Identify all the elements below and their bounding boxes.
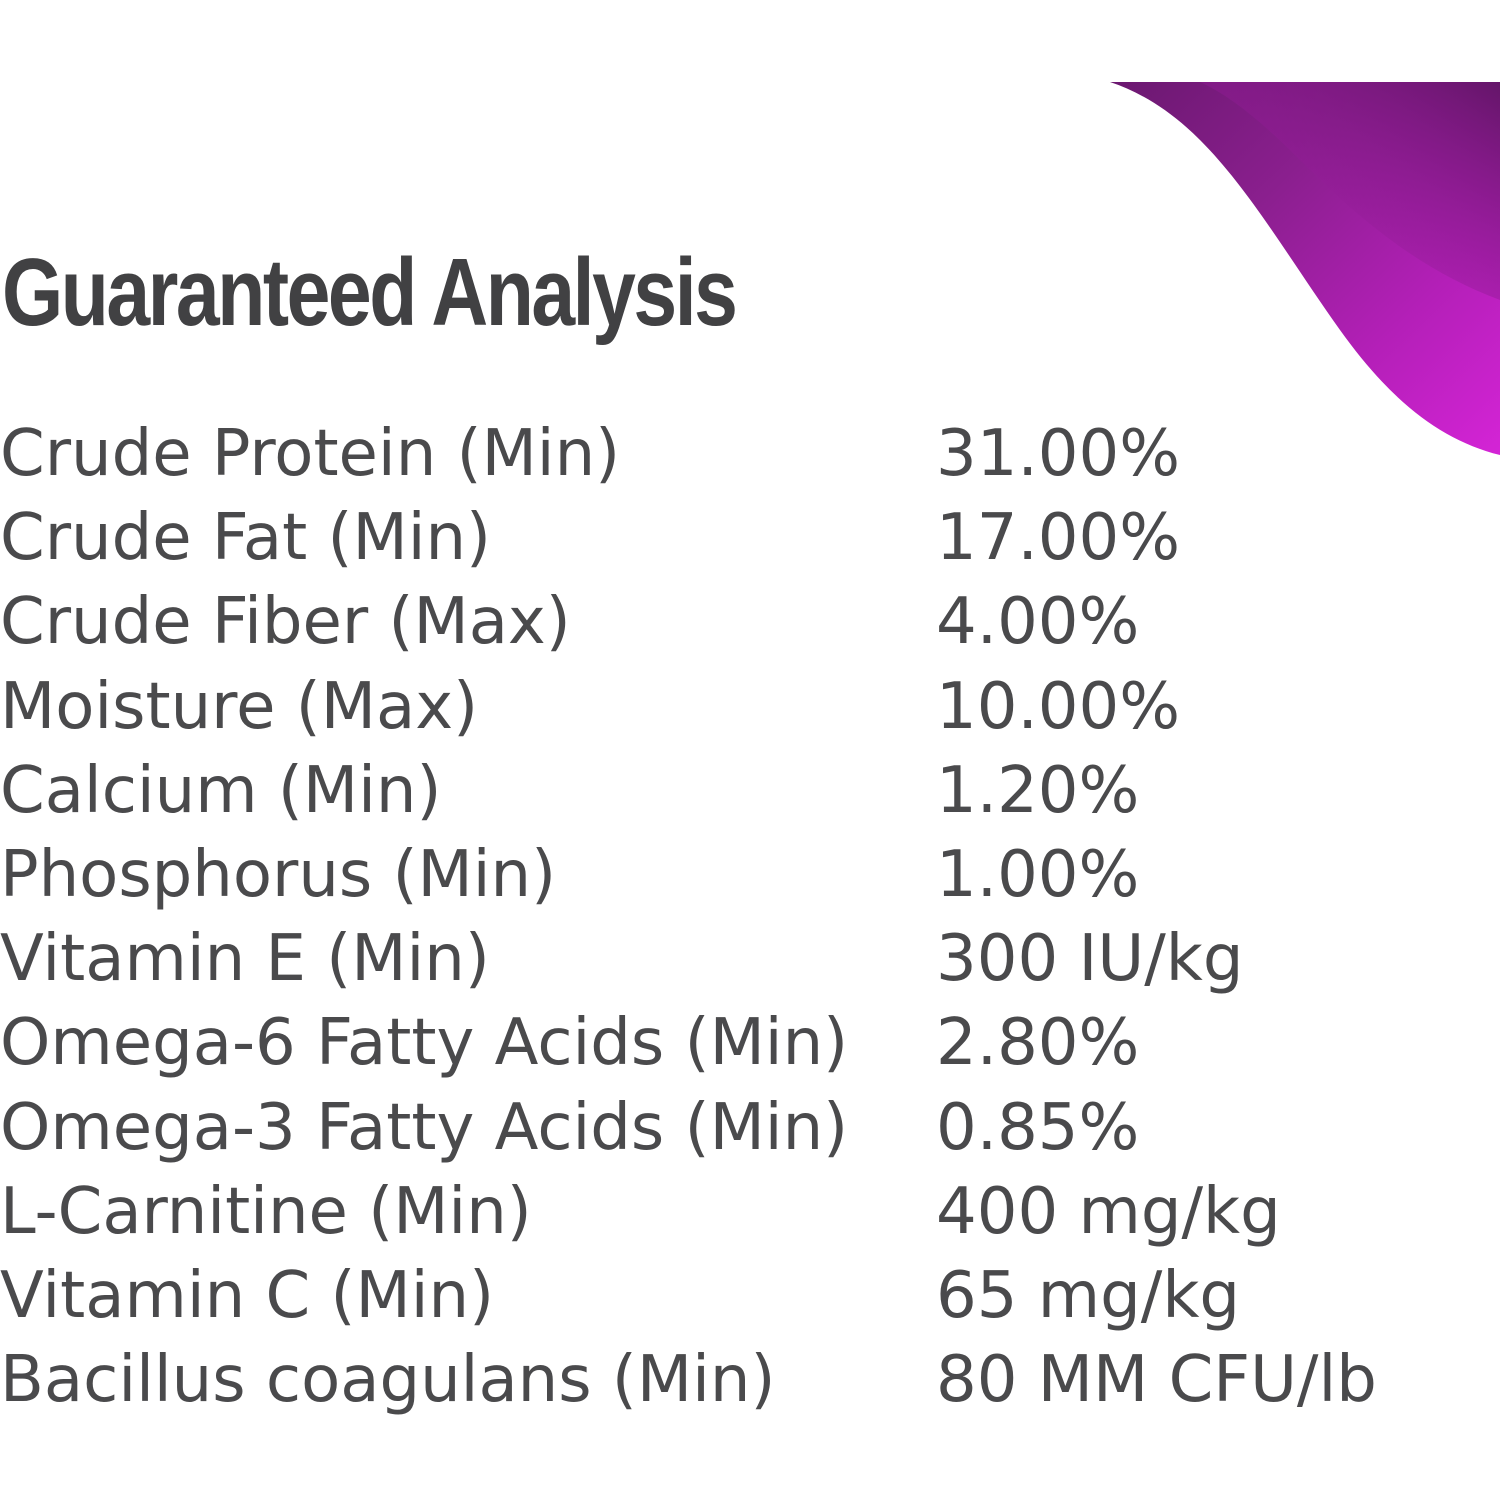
nutrient-value: 300 IU/kg <box>936 922 1244 997</box>
analysis-row: Crude Protein (Min) 31.00% <box>0 412 1500 496</box>
nutrient-label: Crude Protein (Min) <box>0 417 621 491</box>
nutrient-value: 2.80% <box>936 1006 1140 1081</box>
analysis-row: Crude Fiber (Max) 4.00% <box>0 580 1500 664</box>
nutrient-label: Vitamin E (Min) <box>0 922 490 997</box>
nutrient-label: Phosphorus (Min) <box>0 837 557 912</box>
analysis-row: Vitamin C (Min) 65 mg/kg <box>0 1254 1500 1338</box>
analysis-table: Crude Protein (Min) 31.00% Crude Fat (Mi… <box>0 412 1500 1422</box>
nutrient-label: Vitamin C (Min) <box>0 1258 495 1333</box>
nutrient-label: Crude Fat (Min) <box>0 501 491 576</box>
analysis-row: Calcium (Min) 1.20% <box>0 749 1500 833</box>
analysis-row: Omega-3 Fatty Acids (Min) 0.85% <box>0 1086 1500 1170</box>
nutrient-value: 65 mg/kg <box>936 1258 1240 1333</box>
nutrient-label: Crude Fiber (Max) <box>0 585 571 660</box>
nutrient-value: 31.00% <box>936 417 1181 491</box>
nutrient-value: 17.00% <box>936 501 1181 576</box>
nutrient-value: 1.20% <box>936 753 1140 828</box>
nutrient-label: Omega-6 Fatty Acids (Min) <box>0 1006 849 1081</box>
nutrient-value: 4.00% <box>936 585 1140 660</box>
nutrient-value: 400 mg/kg <box>936 1174 1281 1249</box>
analysis-row: Bacillus coagulans (Min) 80 MM CFU/lb <box>0 1338 1500 1422</box>
analysis-row: Crude Fat (Min) 17.00% <box>0 496 1500 580</box>
nutrient-label: Bacillus coagulans (Min) <box>0 1343 776 1418</box>
analysis-row: L-Carnitine (Min) 400 mg/kg <box>0 1170 1500 1254</box>
analysis-row: Moisture (Max) 10.00% <box>0 665 1500 749</box>
nutrient-value: 1.00% <box>936 837 1140 912</box>
nutrient-value: 0.85% <box>936 1090 1140 1165</box>
analysis-row: Phosphorus (Min) 1.00% <box>0 833 1500 917</box>
nutrient-value: 10.00% <box>936 669 1181 744</box>
page-title: Guaranteed Analysis <box>2 239 738 346</box>
nutrient-value: 80 MM CFU/lb <box>936 1343 1377 1418</box>
analysis-row: Omega-6 Fatty Acids (Min) 2.80% <box>0 1001 1500 1085</box>
nutrient-label: Omega-3 Fatty Acids (Min) <box>0 1090 849 1165</box>
analysis-row: Vitamin E (Min) 300 IU/kg <box>0 917 1500 1001</box>
nutrient-label: Calcium (Min) <box>0 753 442 828</box>
nutrient-label: L-Carnitine (Min) <box>0 1174 532 1249</box>
nutrient-label: Moisture (Max) <box>0 669 479 744</box>
